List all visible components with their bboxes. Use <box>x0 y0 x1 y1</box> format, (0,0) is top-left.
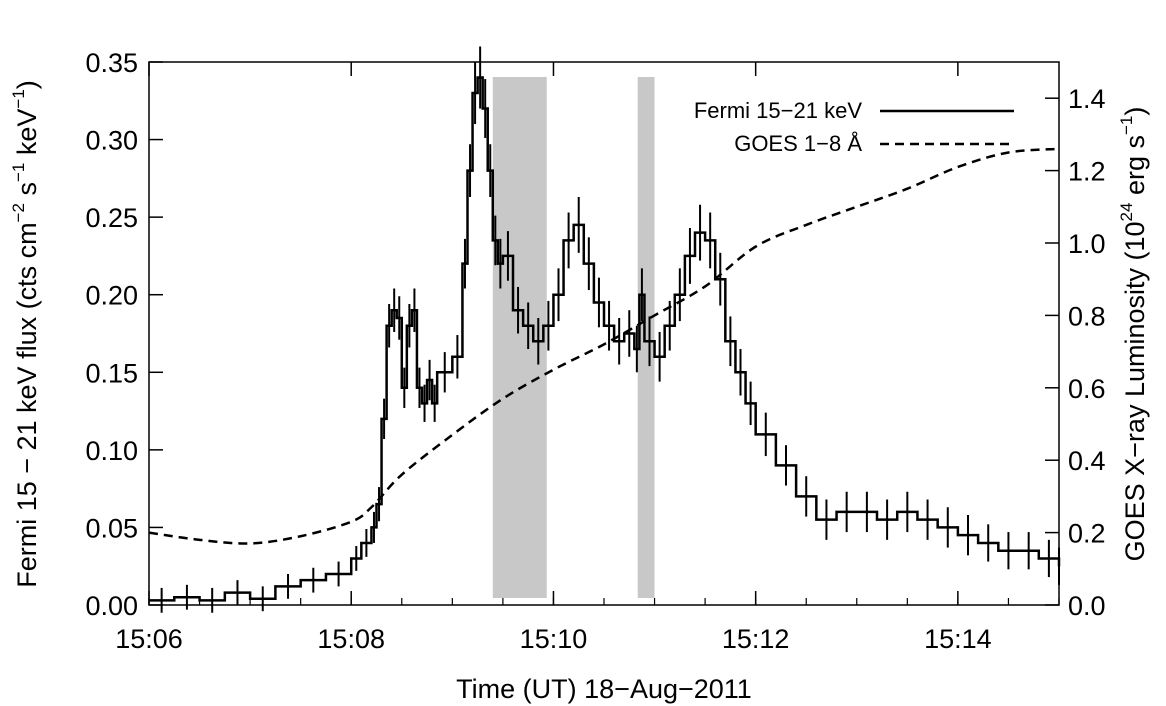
y-left-tick-label: 0.20 <box>85 281 138 311</box>
axis-tick-labels: 15:06 15:08 15:10 15:12 15:14 0.00 0.05 0.10 0.1… <box>85 48 1105 654</box>
legend-label-goes: GOES 1−8 Å <box>734 131 862 156</box>
fermi-series <box>149 46 1061 613</box>
plot-frame <box>148 61 1060 606</box>
x-tick-label: 15:06 <box>115 624 183 654</box>
goes-line <box>148 147 1060 545</box>
axis-ticks <box>148 61 1060 606</box>
y-right-tick-label: 0.6 <box>1068 374 1106 404</box>
y-right-tick-label: 0.4 <box>1068 446 1106 476</box>
y-right-tick-label: 0.2 <box>1068 519 1106 549</box>
y-right-tick-label: 1.2 <box>1068 157 1106 187</box>
left-y-axis-title: Fermi 15 − 21 keV flux (cts cm−2 s−1 keV… <box>9 80 42 588</box>
legend-label-fermi: Fermi 15−21 keV <box>694 98 862 123</box>
fermi-line <box>149 76 1061 602</box>
y-right-tick-label: 0.0 <box>1068 591 1106 621</box>
x-tick-label: 15:14 <box>924 624 992 654</box>
y-left-tick-label: 0.35 <box>85 48 138 78</box>
x-tick-label: 15:10 <box>520 624 588 654</box>
legend: Fermi 15−21 keV GOES 1−8 Å <box>694 98 1014 156</box>
x-axis-title: Time (UT) 18−Aug−2011 <box>456 674 752 704</box>
y-left-tick-label: 0.30 <box>85 126 138 156</box>
y-left-tick-label: 0.05 <box>85 513 138 543</box>
y-right-tick-label: 1.4 <box>1068 84 1106 114</box>
x-tick-label: 15:08 <box>317 624 385 654</box>
y-left-tick-label: 0.15 <box>85 358 138 388</box>
right-y-axis-title: GOES X−ray Luminosity (1024 erg s−1) <box>1117 107 1150 562</box>
goes-series <box>148 147 1060 545</box>
y-right-tick-label: 0.8 <box>1068 301 1106 331</box>
y-left-tick-label: 0.10 <box>85 436 138 466</box>
y-left-tick-label: 0.25 <box>85 203 138 233</box>
x-tick-label: 15:12 <box>722 624 790 654</box>
y-left-tick-label: 0.00 <box>85 591 138 621</box>
y-right-tick-label: 1.0 <box>1068 229 1106 259</box>
shaded-interval-2 <box>637 77 655 598</box>
